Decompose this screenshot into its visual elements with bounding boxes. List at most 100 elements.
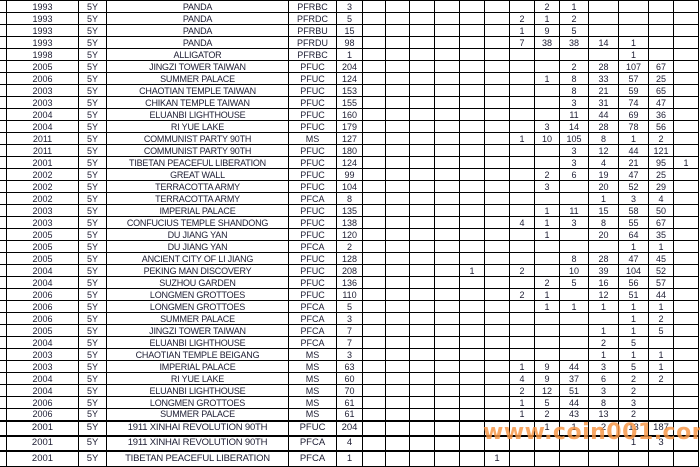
- name-cell: PANDA: [106, 12, 289, 25]
- grade-count-cell: [673, 434, 699, 451]
- grade-count-cell: [385, 228, 410, 241]
- year-cell: 2005: [6, 240, 79, 253]
- code-cell: PFUC: [288, 60, 337, 73]
- grade-count-cell: 2: [534, 408, 560, 421]
- grade-count-cell: 37: [559, 372, 589, 385]
- denom-cell: 5Y: [78, 384, 107, 397]
- total-cell: 136: [336, 276, 363, 289]
- grade-count-cell: [484, 288, 510, 301]
- grade-count-cell: [434, 449, 460, 467]
- grade-count-cell: 2: [559, 12, 589, 25]
- grade-count-cell: [673, 240, 699, 253]
- code-cell: PFUC: [288, 180, 337, 193]
- name-cell: RI YUE LAKE: [106, 372, 289, 385]
- name-cell: CHAOTIAN TEMPLE TAIWAN: [106, 84, 289, 97]
- name-cell: IMPERIAL PALACE: [106, 204, 289, 217]
- name-cell: TERRACOTTA ARMY: [106, 192, 289, 205]
- grade-count-cell: [459, 156, 485, 169]
- grade-count-cell: [673, 168, 699, 181]
- name-cell: DU JIANG YAN: [106, 228, 289, 241]
- grade-count-cell: 15: [588, 204, 619, 217]
- grade-count-cell: [509, 0, 535, 13]
- grade-count-cell: [409, 84, 435, 97]
- grade-count-cell: [509, 419, 535, 436]
- code-cell: PFUC: [288, 108, 337, 121]
- table-row: 2004 5Y ELUANBI LIGHTHOUSE PFUC 160 11 44 69 36: [0, 108, 699, 121]
- grade-count-cell: [509, 276, 535, 289]
- code-cell: PFUC: [288, 204, 337, 217]
- grade-count-cell: [459, 434, 485, 451]
- grade-count-cell: 1: [588, 324, 619, 337]
- grade-count-cell: [484, 434, 510, 451]
- grade-count-cell: [362, 449, 386, 467]
- grade-count-cell: [362, 216, 386, 229]
- year-cell: 2004: [6, 264, 79, 277]
- grade-count-cell: 1: [648, 240, 674, 253]
- year-cell: 2004: [6, 336, 79, 349]
- grade-count-cell: 4: [509, 372, 535, 385]
- grade-count-cell: [409, 324, 435, 337]
- grade-count-cell: [673, 264, 699, 277]
- code-cell: PFUC: [288, 276, 337, 289]
- grade-count-cell: [362, 336, 386, 349]
- year-cell: 2006: [6, 396, 79, 409]
- grade-count-cell: [618, 24, 649, 37]
- grade-count-cell: [362, 24, 386, 37]
- grade-count-cell: [484, 0, 510, 13]
- grade-count-cell: [588, 12, 619, 25]
- grade-count-cell: [534, 240, 560, 253]
- grade-count-cell: [534, 108, 560, 121]
- grade-count-cell: [484, 419, 510, 436]
- grade-count-cell: 25: [648, 72, 674, 85]
- grade-count-cell: 3: [618, 396, 649, 409]
- grade-count-cell: [559, 449, 589, 467]
- grade-count-cell: [484, 372, 510, 385]
- year-cell: 2005: [6, 228, 79, 241]
- grade-count-cell: [673, 60, 699, 73]
- total-cell: 61: [336, 408, 363, 421]
- grade-count-cell: 12: [588, 144, 619, 157]
- grade-count-cell: [484, 84, 510, 97]
- grade-count-cell: [459, 144, 485, 157]
- grade-count-cell: [484, 360, 510, 373]
- code-cell: MS: [288, 384, 337, 397]
- total-cell: 1: [336, 449, 363, 467]
- grade-count-cell: [673, 300, 699, 313]
- table-row: 2006 5Y LONGMEN GROTTOES MS 61 1 5 44 8 3: [0, 396, 699, 409]
- grade-count-cell: [484, 348, 510, 361]
- grade-count-cell: 67: [648, 60, 674, 73]
- total-cell: 61: [336, 396, 363, 409]
- name-cell: SUMMER PALACE: [106, 408, 289, 421]
- grade-count-cell: [385, 396, 410, 409]
- grade-count-cell: [434, 288, 460, 301]
- grade-count-cell: [434, 336, 460, 349]
- name-cell: JINGZI TOWER TAIWAN: [106, 324, 289, 337]
- grade-count-cell: [434, 264, 460, 277]
- grade-count-cell: 74: [618, 96, 649, 109]
- denom-cell: 5Y: [78, 180, 107, 193]
- grade-count-cell: [673, 84, 699, 97]
- grade-count-cell: [509, 96, 535, 109]
- grade-count-cell: [362, 144, 386, 157]
- grade-count-cell: [409, 396, 435, 409]
- grade-count-cell: [434, 384, 460, 397]
- grade-count-cell: 45: [648, 252, 674, 265]
- grade-count-cell: [534, 252, 560, 265]
- grade-count-cell: [673, 360, 699, 373]
- grade-count-cell: [385, 336, 410, 349]
- grade-count-cell: [459, 24, 485, 37]
- grade-count-cell: [459, 240, 485, 253]
- year-cell: 2001: [6, 434, 79, 451]
- denom-cell: 5Y: [78, 372, 107, 385]
- total-cell: 204: [336, 60, 363, 73]
- name-cell: COMMUNIST PARTY 90TH: [106, 132, 289, 145]
- grade-count-cell: [559, 48, 589, 61]
- code-cell: MS: [288, 348, 337, 361]
- grade-count-cell: 121: [648, 144, 674, 157]
- grade-count-cell: 3: [534, 120, 560, 133]
- grade-count-cell: [673, 96, 699, 109]
- grade-count-cell: [509, 240, 535, 253]
- grade-count-cell: 1: [618, 324, 649, 337]
